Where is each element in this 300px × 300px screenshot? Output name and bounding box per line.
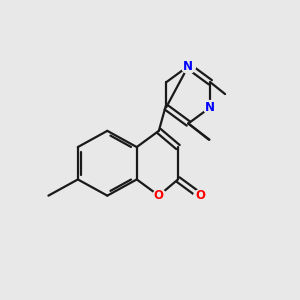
Text: N: N [183,60,193,73]
Text: O: O [154,189,164,202]
Text: N: N [206,101,215,114]
Text: O: O [195,189,205,202]
